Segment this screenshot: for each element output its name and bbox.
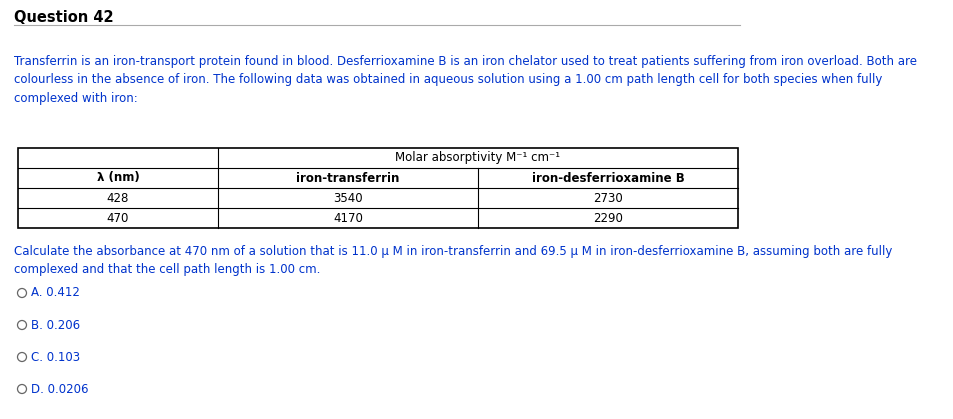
Text: Question 42: Question 42 — [14, 10, 113, 25]
Text: Transferrin is an iron-transport protein found in blood. Desferrioxamine B is an: Transferrin is an iron-transport protein… — [14, 55, 916, 105]
Text: Molar absorptivity M⁻¹ cm⁻¹: Molar absorptivity M⁻¹ cm⁻¹ — [395, 152, 560, 165]
Text: iron-transferrin: iron-transferrin — [296, 171, 399, 184]
Text: 428: 428 — [107, 191, 129, 204]
Text: D. 0.0206: D. 0.0206 — [30, 383, 89, 396]
Text: A. 0.412: A. 0.412 — [30, 287, 80, 300]
Text: iron-desferrioxamine B: iron-desferrioxamine B — [531, 171, 683, 184]
Bar — [18, 148, 738, 228]
Text: C. 0.103: C. 0.103 — [30, 351, 80, 364]
Text: λ (nm): λ (nm) — [96, 171, 139, 184]
Text: 3540: 3540 — [333, 191, 362, 204]
Text: 2730: 2730 — [593, 191, 622, 204]
Text: B. 0.206: B. 0.206 — [30, 318, 80, 331]
Text: 4170: 4170 — [333, 212, 362, 225]
Text: 2290: 2290 — [593, 212, 622, 225]
Text: Calculate the absorbance at 470 nm of a solution that is 11.0 μ M in iron-transf: Calculate the absorbance at 470 nm of a … — [14, 245, 891, 277]
Text: 470: 470 — [107, 212, 129, 225]
